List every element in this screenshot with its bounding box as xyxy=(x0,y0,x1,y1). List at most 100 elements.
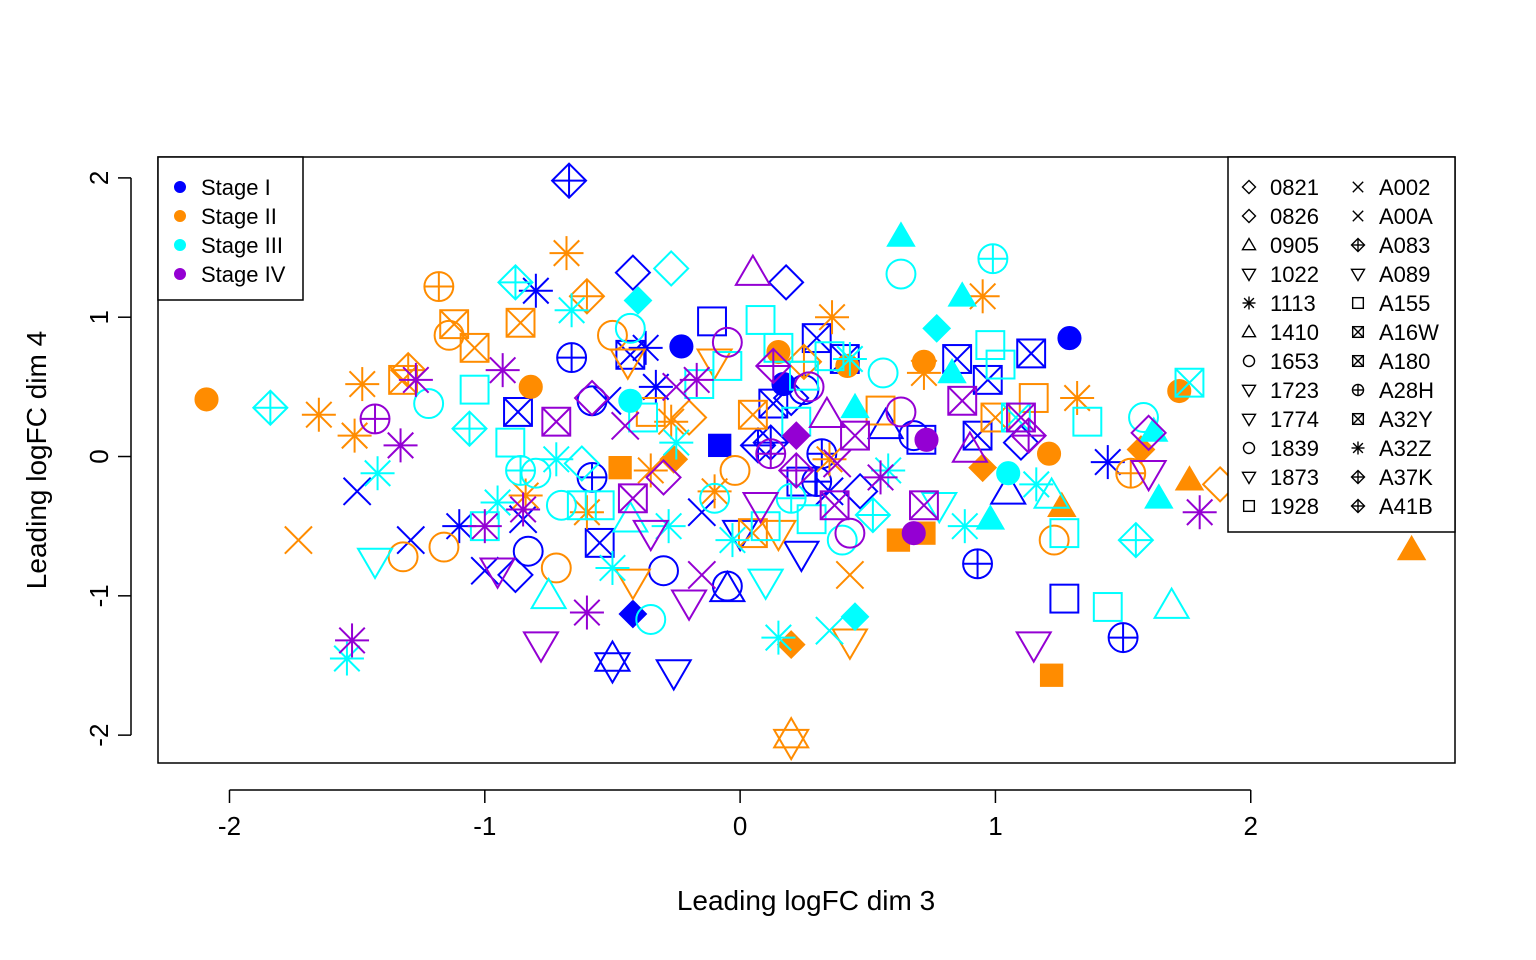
data-point-2-12 xyxy=(545,489,577,521)
patient-legend-label: A37K xyxy=(1379,465,1433,490)
data-point-2-31 xyxy=(867,357,899,389)
data-point-2-36 xyxy=(937,357,967,384)
patient-legend-label: 1873 xyxy=(1270,465,1319,490)
data-point-1-51 xyxy=(776,630,806,660)
data-point-2-35 xyxy=(947,281,977,307)
data-point-1-61 xyxy=(1115,457,1147,489)
stage-legend-label: Stage I xyxy=(201,175,271,200)
data-point-3-35 xyxy=(522,631,560,664)
y-tick-label: -1 xyxy=(84,584,114,607)
data-point-2-34 xyxy=(922,313,952,343)
patient-legend-label: A002 xyxy=(1379,175,1430,200)
data-point-2-22 xyxy=(684,369,715,400)
data-point-3-45 xyxy=(661,372,691,402)
data-point-2-18 xyxy=(628,402,659,433)
data-point-0-0 xyxy=(550,162,588,200)
data-point-3-4 xyxy=(541,406,572,437)
data-point-3-19 xyxy=(1010,417,1048,455)
x-tick-label: 2 xyxy=(1244,811,1258,841)
data-point-3-17 xyxy=(947,385,978,416)
y-axis-title: Leading logFC dim 4 xyxy=(21,331,52,589)
data-point-3-25 xyxy=(909,490,939,521)
data-point-2-10 xyxy=(495,427,526,458)
patient-legend-label: A41B xyxy=(1379,494,1433,519)
data-point-1-25 xyxy=(865,395,896,426)
data-point-2-2 xyxy=(329,641,364,676)
data-point-2-3 xyxy=(356,547,394,580)
data-point-1-35 xyxy=(1167,378,1192,404)
data-point-1-10 xyxy=(505,307,536,338)
data-point-0-57 xyxy=(772,379,810,417)
patient-legend-label: 1723 xyxy=(1270,378,1319,403)
data-point-3-26 xyxy=(819,490,850,521)
data-point-3-32 xyxy=(632,519,670,553)
data-point-1-14 xyxy=(597,319,628,351)
data-point-2-45 xyxy=(1072,406,1103,437)
data-point-0-54 xyxy=(1049,583,1080,614)
data-point-1-20 xyxy=(737,399,768,430)
data-point-3-1 xyxy=(398,362,433,397)
patient-legend-marker xyxy=(1351,412,1365,426)
patient-legend-label: A16W xyxy=(1379,320,1439,345)
patient-legend-label: A155 xyxy=(1379,291,1430,316)
data-point-3-15 xyxy=(885,396,917,428)
patient-legend-marker xyxy=(1242,354,1256,368)
data-point-3-7 xyxy=(679,362,714,397)
patient-legend-label: 0821 xyxy=(1270,175,1319,200)
data-point-0-11 xyxy=(1057,326,1082,351)
x-tick-label: 1 xyxy=(988,811,1002,841)
patient-legend-marker xyxy=(1241,413,1257,427)
data-point-2-66 xyxy=(840,602,870,632)
patient-legend-marker xyxy=(1241,384,1257,398)
data-point-3-27 xyxy=(834,517,866,549)
data-point-0-41 xyxy=(512,535,544,567)
patient-legend-label: A32Z xyxy=(1379,436,1432,461)
patient-legend-label: 0905 xyxy=(1270,233,1319,258)
data-point-1-48 xyxy=(719,454,751,486)
data-point-2-13 xyxy=(554,293,589,328)
data-point-0-52 xyxy=(962,548,994,580)
data-point-0-4 xyxy=(556,342,588,374)
data-point-2-37 xyxy=(975,330,1006,361)
data-point-2-55 xyxy=(520,457,552,489)
data-point-3-36 xyxy=(478,557,517,590)
patient-legend-marker xyxy=(1241,237,1257,251)
data-point-0-47 xyxy=(687,497,717,527)
data-point-2-21 xyxy=(659,425,694,460)
data-point-1-13 xyxy=(568,277,606,315)
data-point-1-40 xyxy=(387,541,419,573)
data-point-3-11 xyxy=(793,371,825,403)
data-point-2-11 xyxy=(539,442,574,477)
data-point-0-27 xyxy=(708,433,732,458)
patient-legend-label: A32Y xyxy=(1379,407,1433,432)
data-point-2-49 xyxy=(1138,416,1169,442)
data-point-3-40 xyxy=(645,458,682,496)
patient-legend-marker xyxy=(1241,268,1257,282)
data-point-2-75 xyxy=(815,616,844,645)
data-point-2-63 xyxy=(775,482,807,514)
axes-layer: -2 -1 0 1 2 -2 -1 0 1 2 xyxy=(84,171,1258,841)
data-point-3-16 xyxy=(914,427,939,452)
data-point-2-73 xyxy=(566,490,597,521)
data-point-1-31 xyxy=(1060,381,1095,416)
data-point-1-32 xyxy=(1036,441,1062,466)
data-point-2-70 xyxy=(947,509,982,544)
patient-legend-label: 1022 xyxy=(1270,262,1319,287)
patient-legend-marker xyxy=(1352,181,1364,193)
data-point-0-6 xyxy=(697,306,727,337)
data-point-1-0 xyxy=(194,387,219,412)
data-point-2-52 xyxy=(1174,367,1205,398)
data-point-0-24 xyxy=(972,364,1003,395)
data-point-2-61 xyxy=(715,523,750,558)
data-point-1-2 xyxy=(301,397,336,432)
data-point-2-67 xyxy=(854,496,892,534)
data-point-3-0 xyxy=(359,403,391,435)
data-point-2-23 xyxy=(712,351,743,381)
patient-legend-label: A083 xyxy=(1379,233,1430,258)
data-point-3-39 xyxy=(506,492,541,527)
data-point-0-36 xyxy=(342,477,372,506)
x-tick-label: 0 xyxy=(733,811,747,841)
data-point-3-38 xyxy=(335,623,370,658)
data-point-1-41 xyxy=(428,531,460,563)
